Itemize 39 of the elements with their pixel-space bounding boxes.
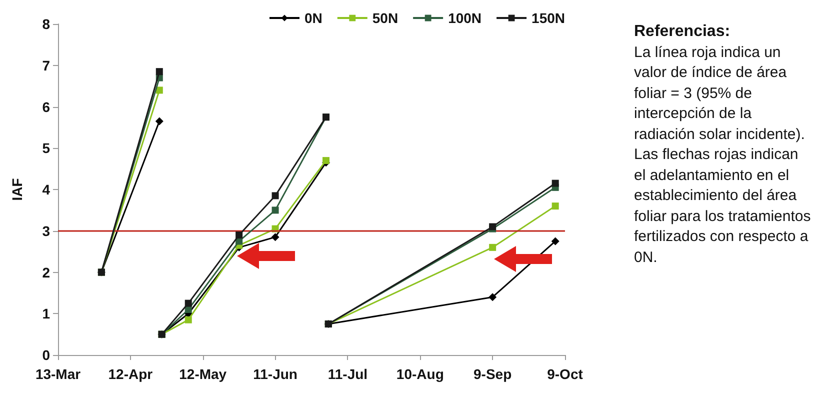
- x-tick-label: 10-Aug: [396, 366, 444, 382]
- legend-label: 0N: [304, 10, 322, 26]
- y-tick-label: 4: [42, 182, 50, 198]
- point: [155, 117, 164, 126]
- point: [489, 244, 496, 251]
- y-tick-label: 0: [42, 347, 50, 363]
- x-tick-label: 9-Sep: [474, 366, 512, 382]
- point: [551, 237, 560, 246]
- x-tick-label: 9-Oct: [547, 366, 584, 382]
- point: [156, 86, 163, 94]
- point: [322, 157, 330, 164]
- point: [272, 206, 279, 214]
- point: [552, 202, 559, 210]
- x-tick-label: 12-Apr: [108, 366, 154, 382]
- point: [488, 293, 497, 302]
- point: [184, 300, 192, 307]
- y-tick-label: 1: [42, 306, 50, 322]
- text: Referencias:: [634, 22, 732, 42]
- point: [272, 192, 279, 200]
- y-tick-label: 3: [42, 222, 50, 239]
- x-tick-label: 13-Mar: [35, 366, 82, 382]
- x-tick-label: 12-May: [179, 366, 227, 382]
- legend-label: 50N: [372, 10, 398, 26]
- y-tick-label: 2: [42, 264, 50, 280]
- y-axis-title: IAF: [9, 178, 25, 201]
- point: [271, 233, 280, 242]
- text: La línea roja indica un valor de índice de área foliar = 3 (95% de intercepción de la radiación solar incidente). Las flechas rojas indican el adelantamiento en el establecimiento del área foliar para los tratamientos fertilizados con respecto a 0N.: [634, 44, 811, 266]
- point: [184, 316, 192, 324]
- y-tick-label: 5: [42, 140, 50, 156]
- legend-label: 150N: [532, 10, 565, 26]
- point: [156, 68, 163, 76]
- y-tick-label: 7: [42, 57, 50, 74]
- x-tick-label: 11-Jul: [328, 366, 368, 382]
- x-tick-label: 11-Jun: [253, 366, 298, 382]
- point: [552, 180, 559, 187]
- y-tick-label: 8: [42, 16, 50, 32]
- legend-label: 100N: [448, 10, 482, 26]
- y-tick-label: 6: [42, 98, 50, 115]
- point: [236, 232, 243, 239]
